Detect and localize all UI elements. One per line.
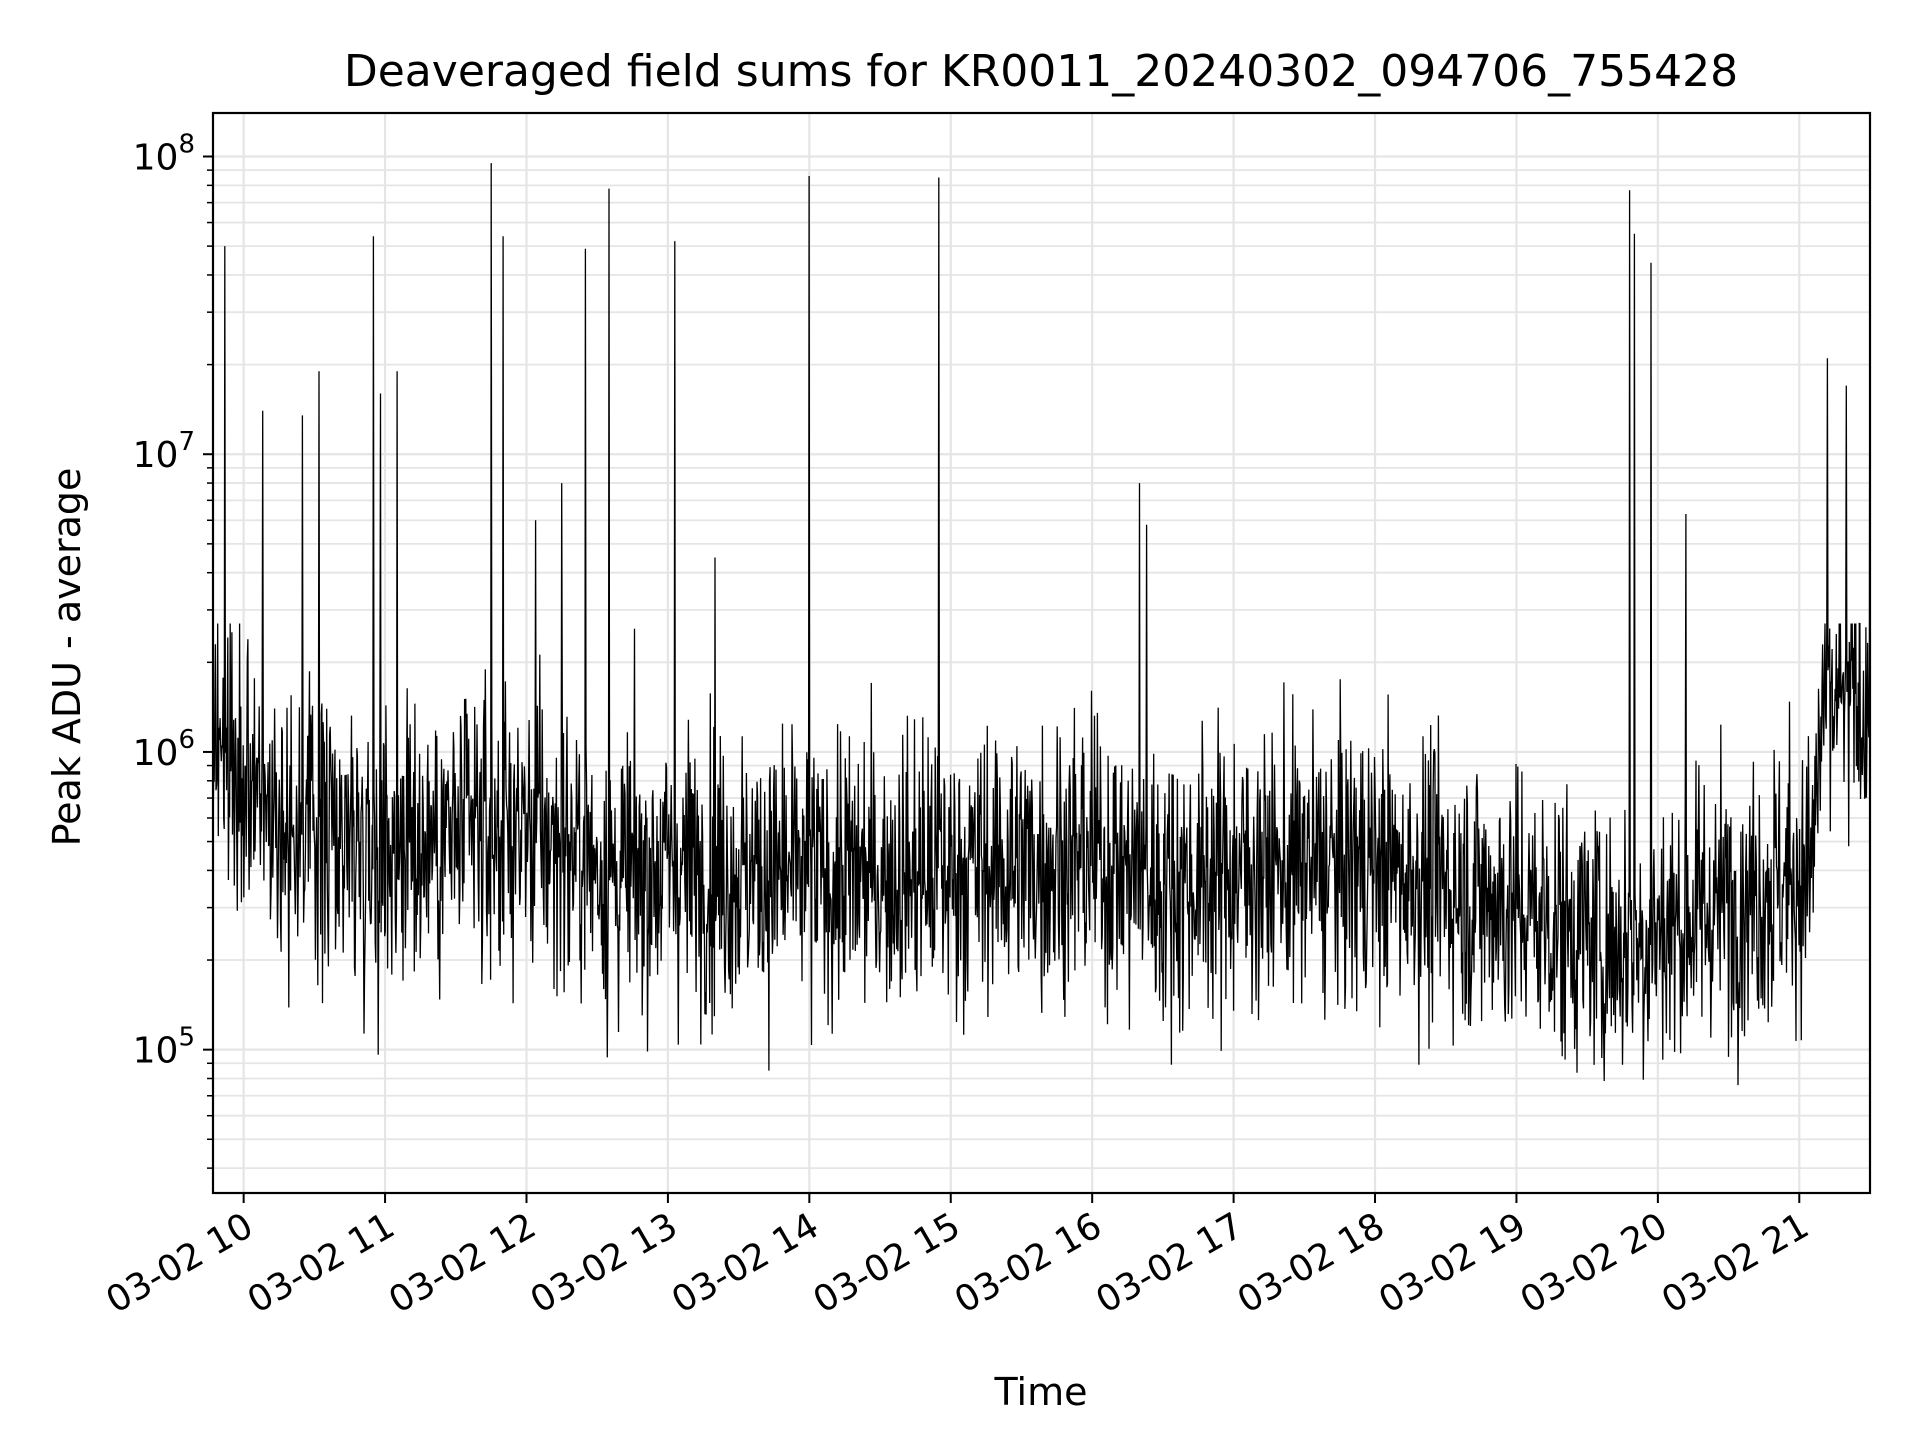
y-tick-label: 107 (133, 427, 195, 476)
y-tick-label: 108 (133, 130, 195, 179)
chart-title: Deaveraged field sums for KR0011_2024030… (344, 46, 1738, 97)
y-axis-label: Peak ADU - average (45, 468, 89, 847)
plot-frame (211, 111, 1872, 1195)
series-line-peak-adu (213, 163, 1870, 1086)
x-axis-label: Time (994, 1370, 1088, 1414)
y-tick-label: 106 (133, 725, 195, 774)
series-layer (213, 163, 1870, 1086)
y-tick-label: 105 (133, 1023, 195, 1072)
